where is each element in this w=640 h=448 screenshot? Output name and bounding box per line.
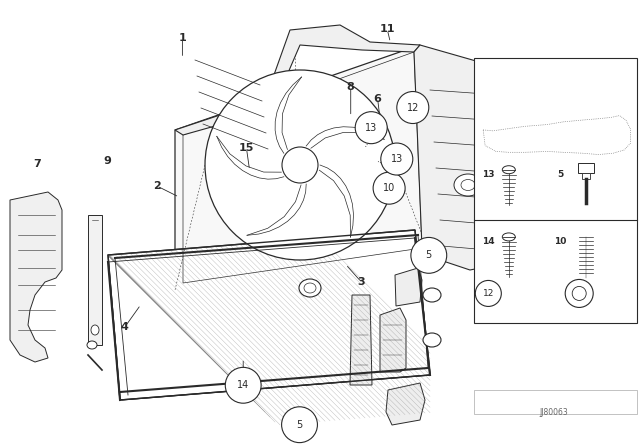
Text: 5: 5 [426, 250, 432, 260]
Circle shape [355, 112, 387, 144]
Text: 9: 9 [104, 156, 111, 166]
Text: 14: 14 [482, 237, 495, 246]
Ellipse shape [299, 279, 321, 297]
Polygon shape [395, 268, 422, 306]
Polygon shape [386, 383, 425, 425]
Circle shape [411, 237, 447, 273]
Ellipse shape [502, 166, 515, 174]
Text: 15: 15 [239, 143, 254, 153]
Ellipse shape [423, 333, 441, 347]
Polygon shape [175, 25, 420, 135]
Bar [578, 163, 594, 173]
Text: 10: 10 [554, 237, 566, 246]
Polygon shape [10, 192, 62, 362]
Text: 6: 6 [374, 94, 381, 103]
Circle shape [572, 286, 586, 301]
Text: 8: 8 [347, 82, 355, 92]
Circle shape [565, 280, 593, 307]
Bar [88, 215, 102, 345]
Ellipse shape [304, 283, 316, 293]
Text: 5: 5 [557, 170, 563, 179]
Circle shape [373, 172, 405, 204]
Bar [582, 173, 589, 179]
Ellipse shape [461, 180, 475, 190]
Ellipse shape [502, 233, 515, 241]
Circle shape [225, 367, 261, 403]
Text: JJ80063: JJ80063 [540, 408, 568, 417]
Bar [474, 390, 637, 414]
Text: 11: 11 [380, 24, 395, 34]
Circle shape [205, 70, 395, 260]
Polygon shape [380, 308, 406, 372]
Polygon shape [350, 295, 372, 385]
Circle shape [381, 143, 413, 175]
Text: 13: 13 [390, 154, 403, 164]
Text: 1: 1 [179, 33, 186, 43]
Ellipse shape [454, 174, 482, 196]
Text: 13: 13 [365, 123, 378, 133]
Text: 5: 5 [296, 420, 303, 430]
Text: 12: 12 [406, 103, 419, 112]
Text: 14: 14 [237, 380, 250, 390]
Circle shape [282, 407, 317, 443]
Circle shape [397, 91, 429, 124]
Text: 3: 3 [358, 277, 365, 287]
Polygon shape [108, 230, 430, 400]
Text: 12: 12 [483, 289, 494, 298]
Ellipse shape [423, 288, 441, 302]
Text: 10: 10 [383, 183, 396, 193]
Bar [474, 58, 637, 323]
Ellipse shape [91, 325, 99, 335]
Text: 7: 7 [33, 159, 41, 168]
Text: 2: 2 [153, 181, 161, 191]
Text: 4: 4 [121, 322, 129, 332]
Text: 13: 13 [482, 170, 495, 179]
Ellipse shape [87, 341, 97, 349]
Circle shape [476, 280, 501, 306]
Polygon shape [175, 45, 430, 290]
Circle shape [282, 147, 318, 183]
Polygon shape [414, 45, 510, 270]
